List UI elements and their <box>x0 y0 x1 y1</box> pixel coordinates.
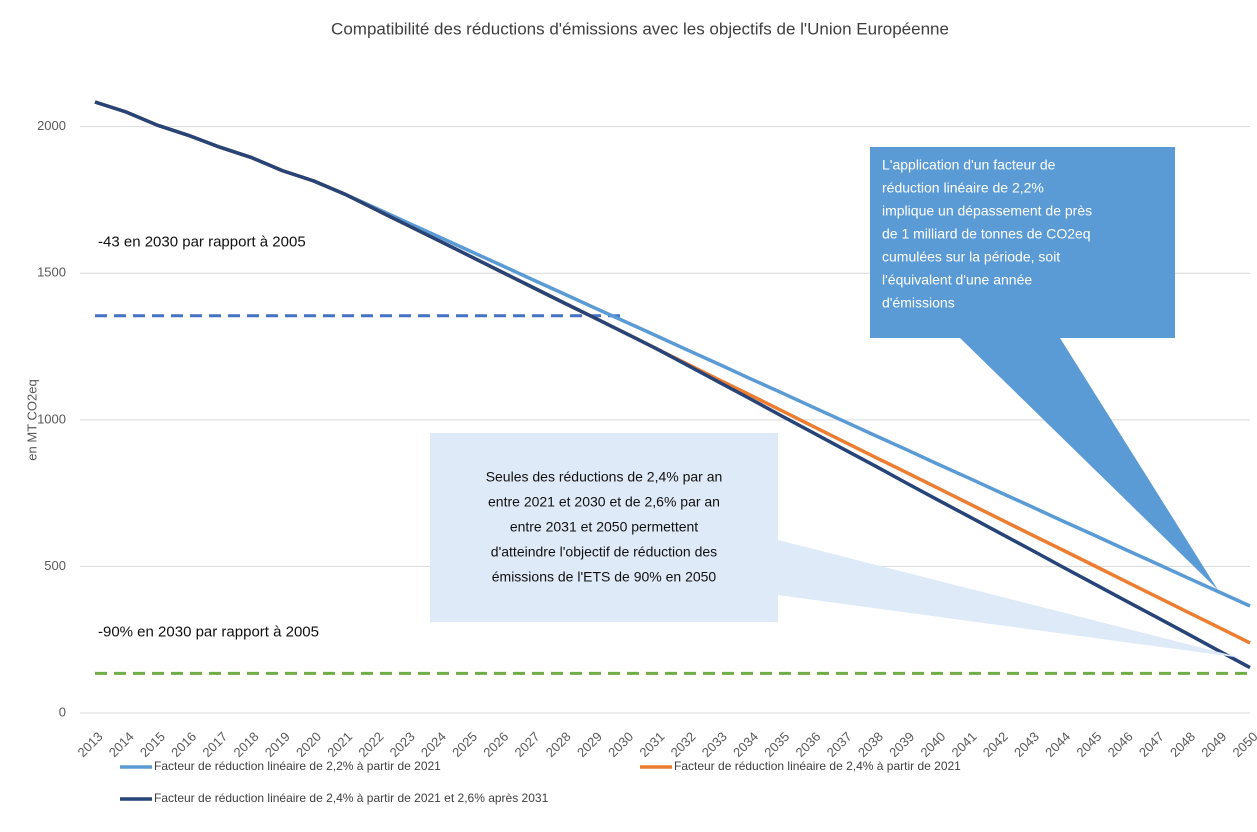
x-tick-label: 2045 <box>1073 729 1104 760</box>
callout-text: de 1 milliard de tonnes de CO2eq <box>882 226 1091 242</box>
y-tick-label: 1000 <box>37 411 66 426</box>
callout-pointer <box>778 540 1242 658</box>
callout-text: entre 2021 et 2030 et de 2,6% par an <box>488 494 720 510</box>
x-tick-label: 2037 <box>824 729 855 760</box>
y-tick-label: 500 <box>44 558 66 573</box>
callout-text: l'équivalent d'une année <box>882 272 1032 288</box>
x-tick-label: 2019 <box>262 729 293 760</box>
callout-text: réduction linéaire de 2,2% <box>882 180 1044 196</box>
callout-text: d'atteindre l'objectif de réduction des <box>491 544 717 560</box>
x-tick-label: 2022 <box>355 729 386 760</box>
x-tick-label: 2031 <box>636 729 667 760</box>
x-tick-label: 2035 <box>761 729 792 760</box>
x-tick-label: 2050 <box>1229 729 1257 760</box>
x-tick-label: 2043 <box>1011 729 1042 760</box>
x-tick-label: 2026 <box>480 729 511 760</box>
series-line <box>94 100 1251 670</box>
x-tick-label: 2038 <box>855 729 886 760</box>
x-tick-label: 2028 <box>543 729 574 760</box>
x-tick-label: 2030 <box>605 729 636 760</box>
callout-pointer <box>960 338 1218 590</box>
x-tick-label: 2029 <box>574 729 605 760</box>
callout-text: émissions de l'ETS de 90% en 2050 <box>492 569 717 585</box>
x-tick-label: 2014 <box>106 729 137 760</box>
x-tick-label: 2013 <box>74 729 105 760</box>
x-tick-label: 2034 <box>730 729 761 760</box>
x-tick-label: 2017 <box>199 729 230 760</box>
x-tick-label: 2025 <box>449 729 480 760</box>
y-tick-label: 0 <box>59 704 66 719</box>
x-tick-label: 2023 <box>387 729 418 760</box>
x-tick-label: 2036 <box>792 729 823 760</box>
callout-box <box>430 433 778 622</box>
x-tick-label: 2044 <box>1042 729 1073 760</box>
x-tick-label: 2016 <box>168 729 199 760</box>
x-tick-label: 2049 <box>1198 729 1229 760</box>
y-axis-label: en MT CO2eq <box>24 379 39 460</box>
x-tick-label: 2033 <box>699 729 730 760</box>
reference-label: -90% en 2030 par rapport à 2005 <box>98 623 319 640</box>
y-tick-label: 1500 <box>37 265 66 280</box>
x-tick-label: 2048 <box>1167 729 1198 760</box>
x-tick-label: 2047 <box>1136 729 1167 760</box>
x-tick-label: 2039 <box>886 729 917 760</box>
callout-text: L'application d'un facteur de <box>882 157 1056 173</box>
x-tick-label: 2027 <box>512 729 543 760</box>
x-tick-label: 2018 <box>231 729 262 760</box>
legend-label: Facteur de réduction linéaire de 2,2% à … <box>154 759 441 773</box>
callout-text: Seules des réductions de 2,4% par an <box>486 469 723 485</box>
x-tick-label: 2024 <box>418 729 449 760</box>
callout-text: cumulées sur la période, soit <box>882 249 1060 265</box>
x-tick-label: 2042 <box>980 729 1011 760</box>
x-tick-label: 2040 <box>917 729 948 760</box>
chart-title: Compatibilité des réductions d'émissions… <box>331 19 949 38</box>
callout-text: implique un dépassement de près <box>882 203 1092 219</box>
reference-label: -43 en 2030 par rapport à 2005 <box>98 234 306 251</box>
x-tick-label: 2032 <box>668 729 699 760</box>
x-tick-label: 2046 <box>1105 729 1136 760</box>
callout-text: entre 2031 et 2050 permettent <box>510 519 698 535</box>
legend-label: Facteur de réduction linéaire de 2,4% à … <box>154 791 549 805</box>
x-tick-label: 2020 <box>293 729 324 760</box>
x-tick-label: 2015 <box>137 729 168 760</box>
legend-label: Facteur de réduction linéaire de 2,4% à … <box>674 759 961 773</box>
x-tick-label: 2021 <box>324 729 355 760</box>
x-tick-label: 2041 <box>949 729 980 760</box>
callout-box <box>870 147 1175 338</box>
callout-text: d'émissions <box>882 295 955 311</box>
y-tick-label: 2000 <box>37 118 66 133</box>
